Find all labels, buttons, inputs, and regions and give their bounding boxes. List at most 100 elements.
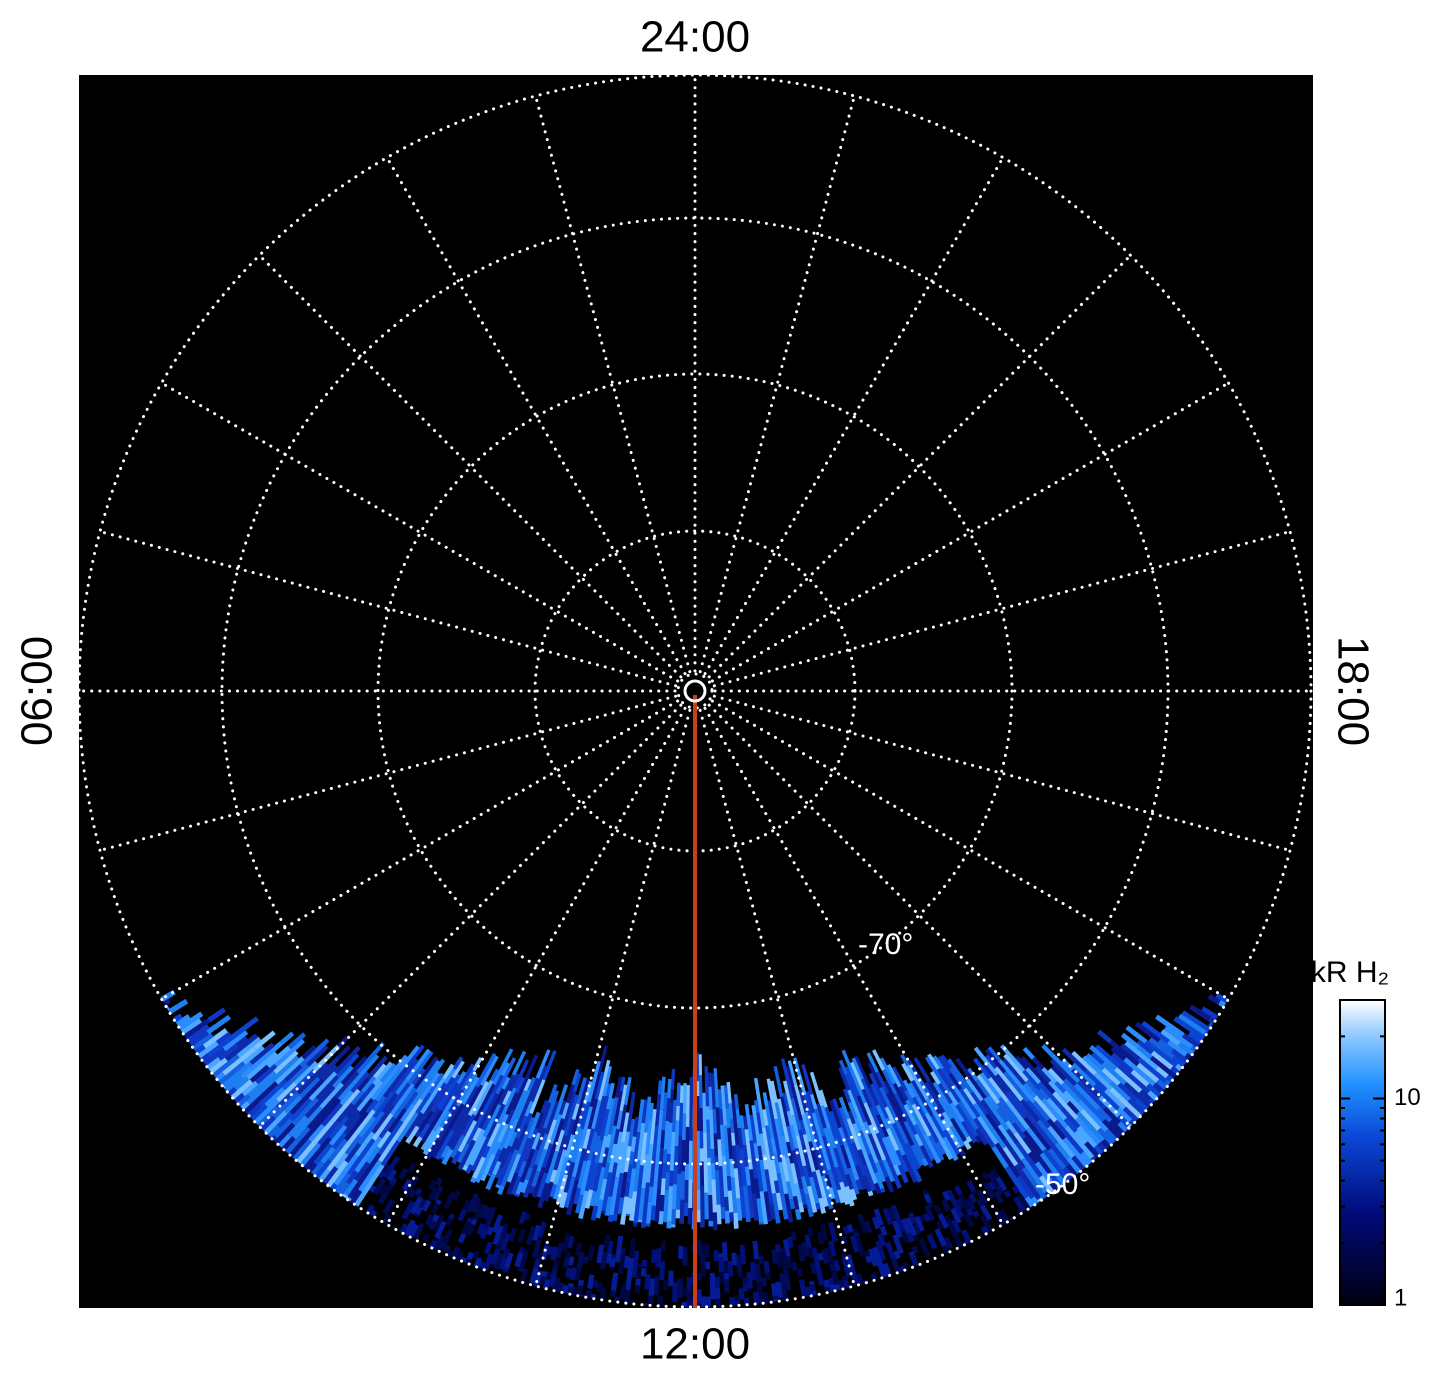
aurora-streak [424,1213,435,1226]
aurora-streak [644,1273,651,1290]
aurora-streak [619,1076,626,1092]
aurora-streak [735,1144,744,1187]
aurora-streak [368,1184,377,1193]
aurora-streak [933,1204,944,1217]
aurora-streak [735,1254,743,1273]
aurora-streak [472,1056,483,1072]
aurora-streak [1047,1148,1067,1171]
aurora-streak [517,1228,527,1244]
aurora-streak [239,1016,259,1033]
aurora-streak [601,1147,610,1168]
aurora-streak [572,1072,582,1093]
colorbar-tick-label: 1 [1394,1284,1407,1311]
aurora-streak [605,1083,612,1097]
aurora-streak [406,1044,425,1068]
aurora-streak [809,1283,816,1292]
aurora-streak [918,1237,931,1258]
aurora-streak [487,1148,502,1176]
aurora-streak [910,1144,924,1167]
aurora-streak [819,1223,829,1241]
aurora-streak [683,1179,689,1204]
aurora-streak [613,1172,624,1214]
aurora-streak [343,1108,360,1128]
aurora-streak [442,1231,452,1245]
aurora-streak [984,1048,1007,1074]
aurora-streak [961,1230,973,1246]
aurora-streak [372,1179,385,1196]
aurora-streak [949,1117,967,1143]
aurora-streak [457,1233,467,1244]
aurora-streak [858,1130,872,1155]
aurora-streak [308,1038,330,1059]
aurora-streak [456,1070,467,1085]
aurora-streak [763,1260,771,1274]
aurora-streak [420,1109,444,1144]
aurora-streak [377,1140,390,1156]
aurora-streak [976,1074,1001,1105]
aurora-streak [552,1186,561,1200]
aurora-streak [619,1084,628,1112]
aurora-streak [466,1251,475,1260]
aurora-streak [1003,1053,1029,1083]
aurora-streak [294,1140,317,1166]
aurora-streak [482,1153,496,1175]
aurora-streak [427,1179,438,1191]
aurora-streak [1002,1138,1026,1170]
aurora-streak [563,1176,576,1208]
aurora-streak [662,1149,668,1164]
aurora-streak [207,1007,226,1023]
aurora-streak [641,1153,649,1189]
aurora-streak [742,1144,749,1167]
aurora-streak [596,1282,603,1293]
aurora-streak [1022,1130,1044,1156]
aurora-streak [395,1054,408,1069]
aurora-streak [1063,1117,1078,1134]
aurora-streak [849,1266,859,1285]
aurora-streak [877,1232,887,1247]
aurora-streak [807,1226,814,1237]
aurora-streak [419,1072,441,1101]
aurora-streak [604,1196,613,1216]
aurora-streak [993,1190,1005,1205]
aurora-streak [986,1094,1000,1111]
aurora-streak [356,1079,384,1112]
aurora-streak [915,1096,929,1115]
aurora-streak [910,1080,934,1117]
aurora-streak [452,1190,461,1201]
aurora-streak [679,1085,684,1104]
aurora-streak [848,1067,867,1104]
aurora-streak [366,1055,388,1081]
aurora-streak [327,1115,349,1140]
aurora-streak [776,1253,784,1268]
aurora-streak [1000,1044,1026,1073]
latitude-circle [376,372,1014,1010]
aurora-streak [763,1296,770,1305]
aurora-streak [1071,1050,1097,1076]
aurora-streak [924,1056,951,1094]
aurora-streak [913,1123,935,1161]
aurora-streak [500,1062,510,1077]
aurora-streak [205,1057,228,1077]
aurora-streak [284,1064,303,1082]
aurora-streak [1021,1069,1042,1091]
aurora-streak [973,1117,996,1149]
aurora-streak [844,1146,860,1181]
aurora-streak [995,1107,1009,1124]
aurora-streak [714,1276,720,1287]
aurora-streak [323,1159,349,1191]
aurora-streak [1109,1081,1132,1103]
aurora-streak [350,1071,370,1093]
aurora-streak [301,1044,317,1060]
aurora-streak [391,1086,417,1120]
aurora-streak [643,1096,652,1133]
aurora-streak [913,1056,931,1083]
aurora-streak [806,1185,818,1213]
aurora-streak [463,1085,479,1108]
aurora-streak [467,1080,489,1117]
aurora-streak [853,1117,863,1132]
aurora-streak [417,1110,434,1133]
aurora-streak [498,1255,508,1271]
aurora-streak [1040,1078,1056,1095]
aurora-streak [1130,1069,1150,1088]
aurora-streak [605,1082,615,1110]
